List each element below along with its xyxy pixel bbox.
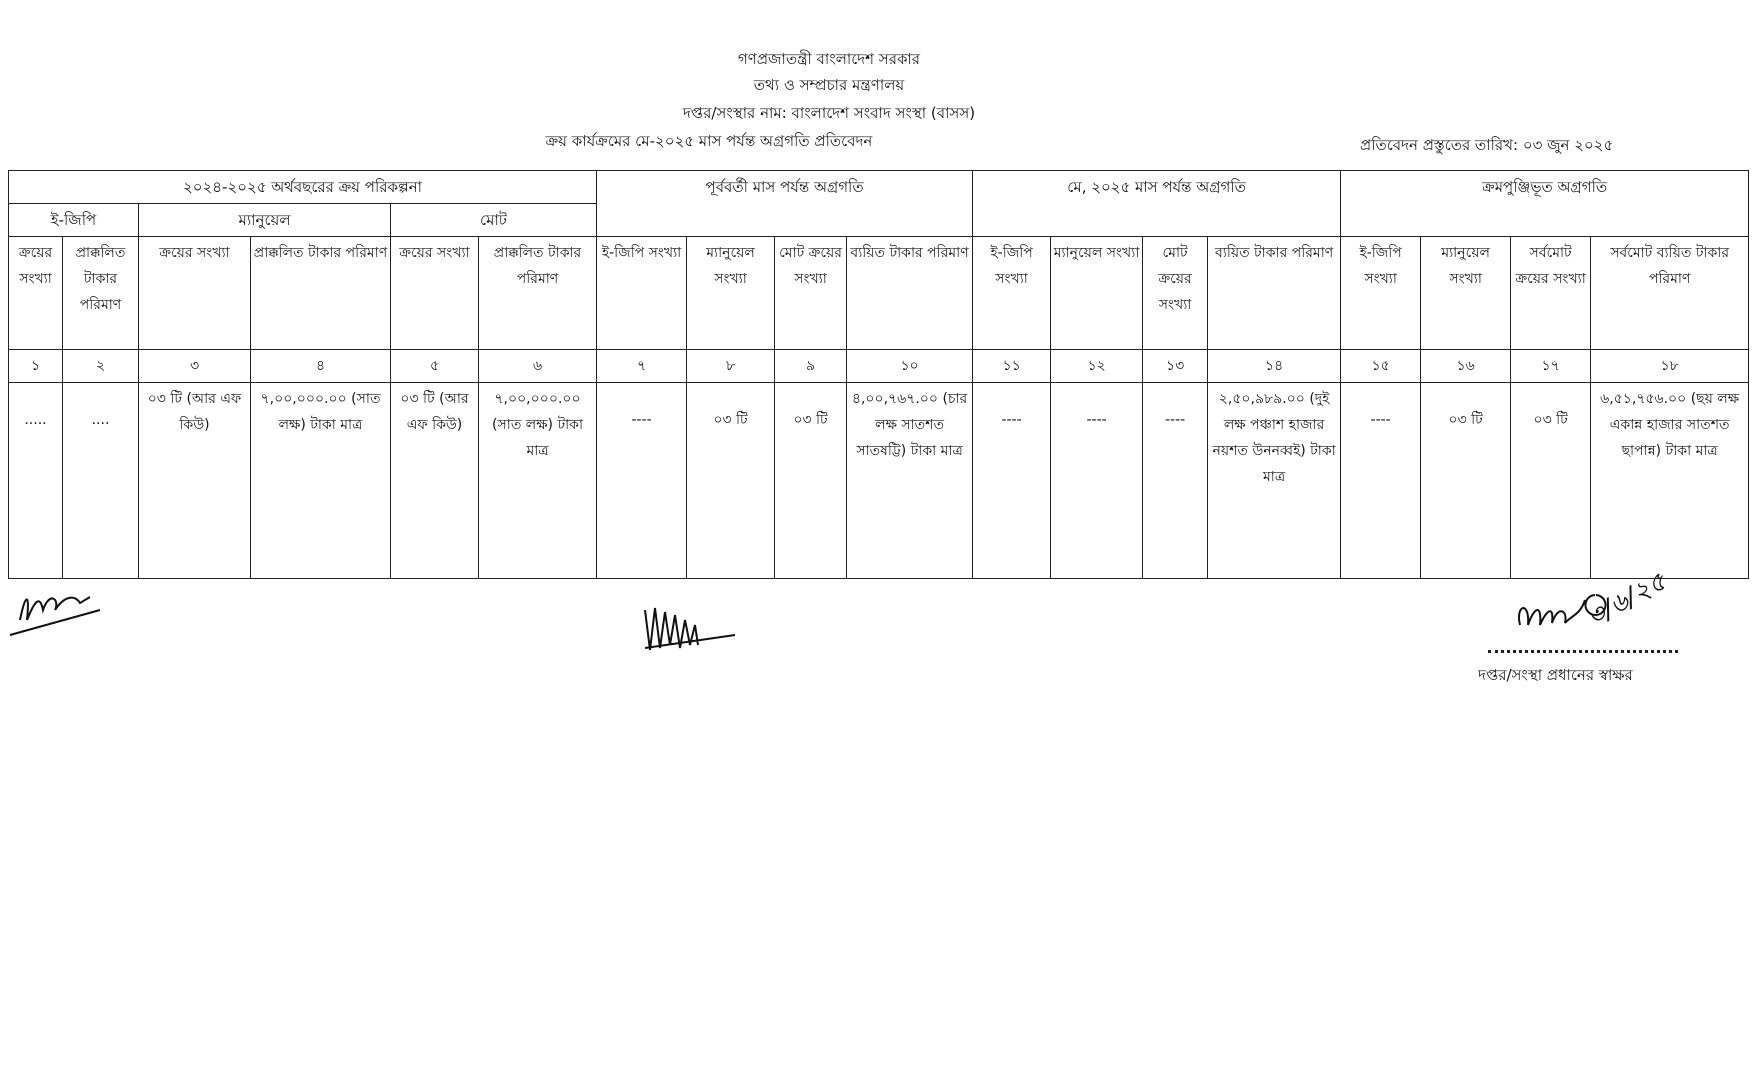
column-number: ৩ [138, 349, 251, 383]
subgroup-header: মোট [389, 203, 598, 237]
data-cell: ৪,০০,৭৬৭.০০ (চার লক্ষ সাতশত সাতষট্টি) টা… [846, 382, 974, 579]
column-number: ১১ [972, 349, 1052, 383]
column-number: ৭ [596, 349, 688, 383]
report-title: ক্রয় কার্যক্রমের মে-২০২৫ মাস পর্যন্ত অগ… [545, 132, 873, 150]
group-header: ২০২৪-২০২৫ অর্থবছরের ক্রয় পরিকল্পনা [7, 170, 598, 204]
data-cell: ৭,০০,০০০.০০ (সাত লক্ষ) টাকা মাত্র [250, 382, 391, 579]
column-number: ১৬ [1420, 349, 1512, 383]
data-cell: ---- [1340, 382, 1422, 579]
signature-left [9, 596, 101, 636]
column-header: মোট ক্রয়ের সংখ্যা [1142, 236, 1209, 350]
column-number: ১০ [846, 349, 974, 383]
ministry-title: তথ্য ও সম্প্রচার মন্ত্রণালয় [753, 76, 905, 94]
data-cell: ০৩ টি [774, 382, 848, 579]
data-cell: ..... [8, 382, 63, 579]
column-number: ৪ [250, 349, 391, 383]
column-header: প্রাক্কলিত টাকার পরিমাণ [477, 236, 598, 350]
column-number: ৮ [686, 349, 776, 383]
data-cell: ০৩ টি [1510, 382, 1592, 579]
column-number: ৫ [390, 349, 479, 383]
data-cell: ---- [972, 382, 1052, 579]
report-date: প্রতিবেদন প্রস্তুতের তারিখ: ০৩ জুন ২০২৫ [1360, 136, 1614, 154]
column-header: ক্রয়ের সংখ্যা [8, 236, 63, 350]
data-cell: ২,৫০,৯৮৯.০০ (দুই লক্ষ পঞ্চাশ হাজার নয়শত… [1207, 382, 1342, 579]
signature-label: দপ্তর/সংস্থা প্রধানের স্বাক্ষর [1478, 666, 1633, 684]
column-header: ম্যানুয়েল সংখ্যা [1050, 236, 1144, 350]
column-header: প্রাক্কলিত টাকার পরিমাণ [250, 236, 391, 350]
signature-center [644, 607, 736, 651]
signature-line [1488, 650, 1678, 653]
column-number: ১৫ [1340, 349, 1422, 383]
group-header: মে, ২০২৫ মাস পর্যন্ত অগ্রগতি [972, 170, 1342, 237]
column-header: ই-জিপি সংখ্যা [1340, 236, 1422, 350]
column-header: ব্যয়িত টাকার পরিমাণ [846, 236, 974, 350]
column-number: ২ [62, 349, 139, 383]
govt-title: গণপ্রজাতন্ত্রী বাংলাদেশ সরকার [737, 50, 921, 68]
office-name: দপ্তর/সংস্থার নাম: বাংলাদেশ সংবাদ সংস্থা… [682, 104, 976, 122]
data-cell: ---- [1142, 382, 1209, 579]
column-number: ১৭ [1510, 349, 1592, 383]
signature-right [1517, 594, 1607, 626]
data-cell: ৬,৫১,৭৫৬.০০ (ছয় লক্ষ একান্ন হাজার সাতশত… [1590, 382, 1750, 579]
column-header: ই-জিপি সংখ্যা [596, 236, 688, 350]
column-header: ব্যয়িত টাকার পরিমাণ [1207, 236, 1342, 350]
data-cell: ---- [1050, 382, 1144, 579]
group-header: পূর্ববর্তী মাস পর্যন্ত অগ্রগতি [596, 170, 974, 237]
data-cell: ৭,০০,০০০.০০ (সাত লক্ষ) টাকা মাত্র [477, 382, 598, 579]
column-header: মোট ক্রয়ের সংখ্যা [774, 236, 848, 350]
column-number: ১ [8, 349, 63, 383]
subgroup-header: ম্যানুয়েল [138, 203, 391, 237]
data-cell: ০৩ টি (আর এফ কিউ) [138, 382, 251, 579]
column-number: ১৪ [1207, 349, 1342, 383]
data-cell: ০৩ টি [1420, 382, 1512, 579]
column-header: ক্রয়ের সংখ্যা [390, 236, 479, 350]
column-header: ক্রয়ের সংখ্যা [138, 236, 251, 350]
column-number: ৬ [477, 349, 598, 383]
column-number: ১২ [1050, 349, 1144, 383]
column-header: ই-জিপি সংখ্যা [972, 236, 1052, 350]
column-header: সর্বমোট ক্রয়ের সংখ্যা [1510, 236, 1592, 350]
column-header: ম্যানুয়েল সংখ্যা [1420, 236, 1512, 350]
data-cell: ০৩ টি [686, 382, 776, 579]
column-number: ১৮ [1590, 349, 1750, 383]
column-header: সর্বমোট ব্যয়িত টাকার পরিমাণ [1590, 236, 1750, 350]
column-header: প্রাক্কলিত টাকার পরিমাণ [62, 236, 139, 350]
column-header: ম্যানুয়েল সংখ্যা [686, 236, 776, 350]
column-number: ৯ [774, 349, 848, 383]
data-cell: ---- [596, 382, 688, 579]
data-cell: ০৩ টি (আর এফ কিউ) [390, 382, 479, 579]
subgroup-header: ই-জিপি [8, 203, 139, 237]
group-header: ক্রমপুঞ্জিভূত অগ্রগতি [1340, 170, 1750, 237]
procurement-progress-table: ২০২৪-২০২৫ অর্থবছরের ক্রয় পরিকল্পনা পূর্… [7, 170, 1750, 579]
data-cell: .... [62, 382, 139, 579]
column-number: ১৩ [1142, 349, 1209, 383]
